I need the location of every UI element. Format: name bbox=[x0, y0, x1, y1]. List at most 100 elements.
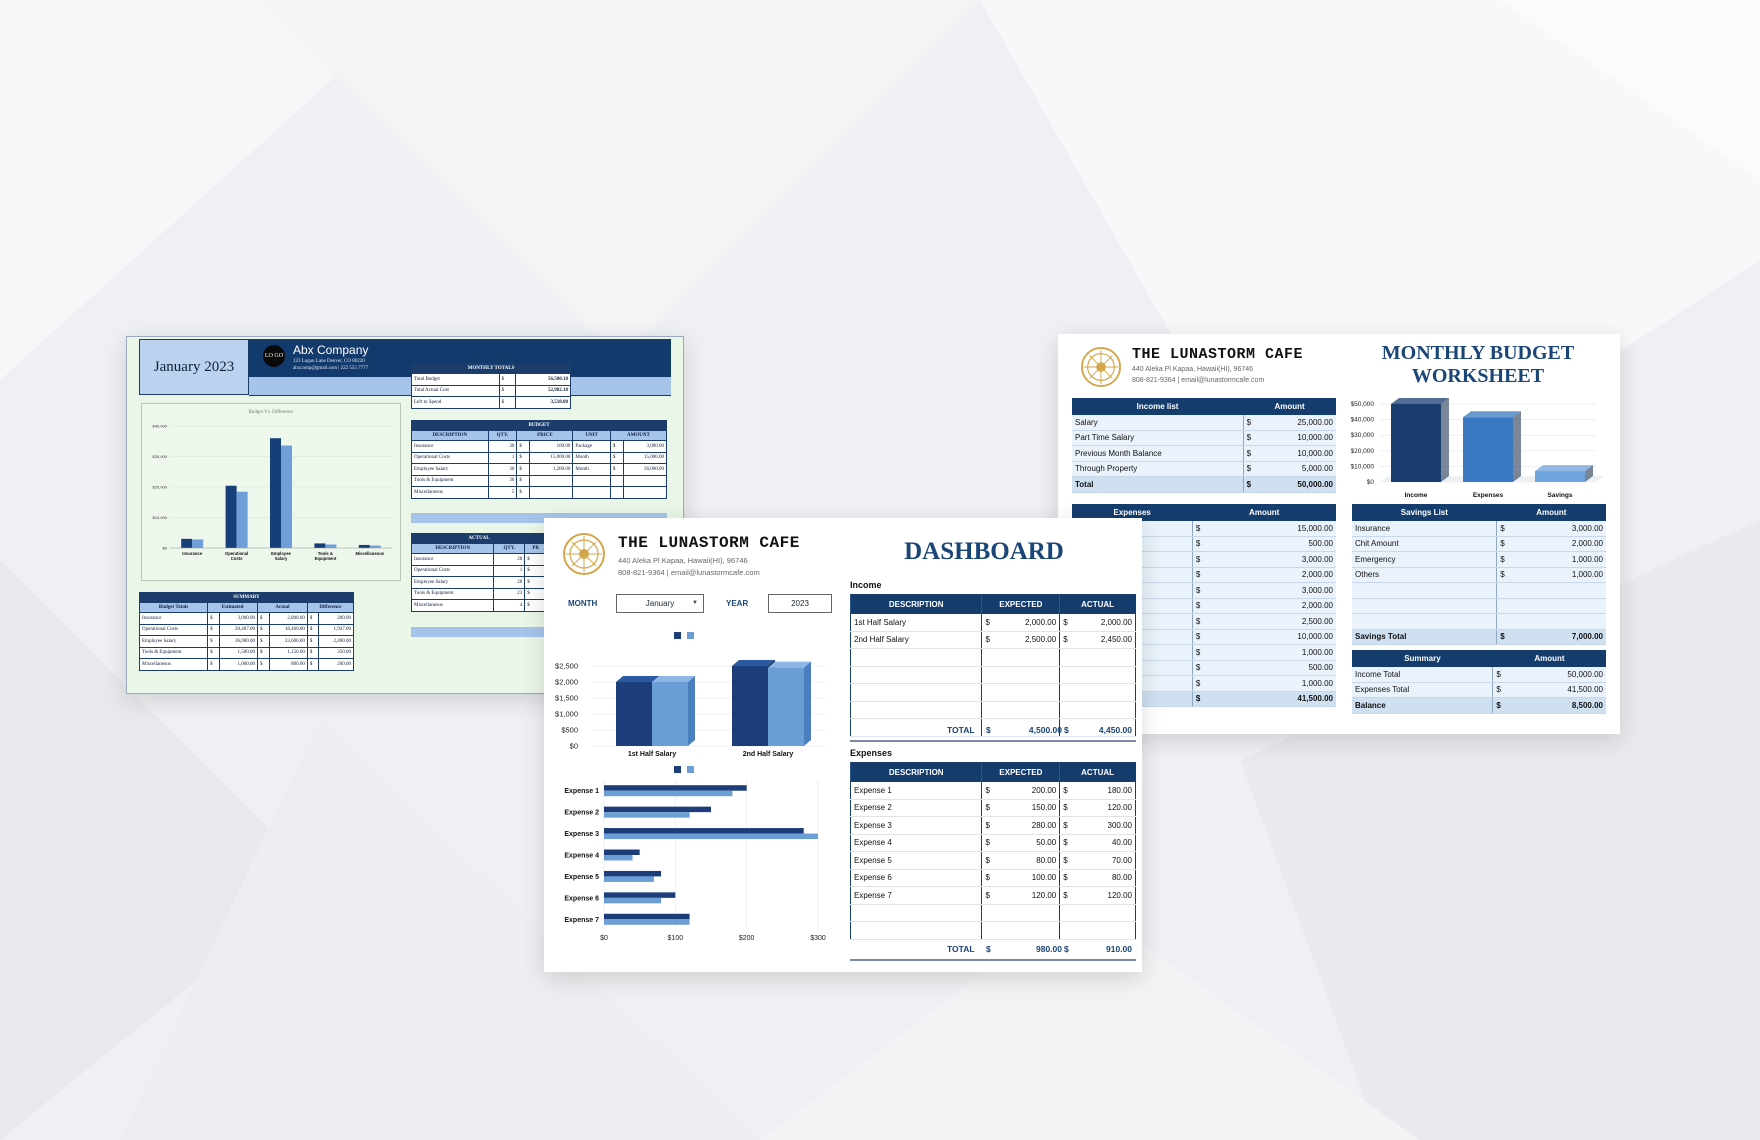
total-amount: 41,500.00 bbox=[1208, 691, 1336, 707]
table-cell bbox=[622, 486, 668, 499]
table-row: Employee Salary $36,000.00 $33,600.00 $2,40… bbox=[138, 635, 354, 648]
table-row: Operational Costs 1 $15,000.00 Month $15,000… bbox=[411, 451, 668, 464]
budget-rows: Insurance 30 $100.00 Package $3,000.00 Operat… bbox=[411, 440, 668, 499]
expenses-amount-header: Amount bbox=[1192, 504, 1336, 521]
table-cell: 20,407.00 bbox=[218, 623, 259, 636]
empty-cell bbox=[993, 648, 1060, 667]
expenses-rows: Expense 1 $200.00 $180.00 Expense 2 $150.00 $… bbox=[850, 782, 1136, 940]
table-cell: Tools & Equipment bbox=[410, 587, 495, 600]
table-cell bbox=[622, 474, 668, 487]
expenses-total-expected: 980.00 bbox=[1036, 944, 1062, 954]
y-tick-label: Expense 5 bbox=[564, 874, 599, 881]
table-cell: Employee Salary bbox=[411, 463, 489, 476]
table-row: Operational Costs 1 $ bbox=[410, 564, 547, 577]
x-tick-label: $100 bbox=[668, 935, 684, 942]
table-row: Chit Amount $2,000.00 bbox=[1352, 536, 1606, 552]
bar-side bbox=[1513, 411, 1521, 482]
row-amount: 5,000.00 bbox=[1259, 461, 1336, 477]
row-currency: $ bbox=[1191, 536, 1209, 552]
row-actual: 70.00 bbox=[1071, 851, 1136, 870]
row-expected: 2,500.00 bbox=[993, 631, 1060, 649]
cafe-address: 440 Aleka Pl Kapaa, Hawaii(HI), 96746 bbox=[1132, 366, 1254, 373]
row-currency: $ bbox=[1492, 682, 1510, 698]
bar bbox=[604, 855, 633, 861]
expenses-total-actual: 910.00 bbox=[1106, 944, 1132, 954]
table-row: 2nd Half Salary $2,500.00 $2,450.00 bbox=[850, 631, 1136, 649]
expense-chart: $0 $100 $200 $300 Expense 1 Expense 2 Expense … bbox=[564, 766, 826, 942]
y-tick-label: $30,000 bbox=[153, 454, 168, 459]
row-currency: $ bbox=[1191, 644, 1209, 661]
bar bbox=[604, 897, 662, 904]
bar bbox=[604, 833, 818, 840]
empty-cell bbox=[1071, 666, 1136, 684]
bar bbox=[604, 849, 640, 855]
table-row: Tools & Equipment $1,500.00 $1,150.00 $350.… bbox=[138, 646, 354, 659]
row-amount: 500.00 bbox=[1208, 536, 1336, 552]
table-cell: 30 bbox=[487, 474, 518, 487]
income-total-underline bbox=[850, 740, 1136, 742]
empty-cell bbox=[1071, 718, 1136, 737]
expenses-table: DESCRIPTION EXPECTED ACTUAL Expense 1 $20… bbox=[849, 762, 1136, 940]
savings-list-header: Savings List bbox=[1352, 504, 1497, 521]
summary-header: Budget Totals bbox=[138, 602, 209, 613]
table-cell: 800.00 bbox=[268, 658, 308, 671]
summary-header: Actual bbox=[257, 602, 308, 613]
x-tick-label: Costs bbox=[231, 556, 243, 561]
month-select[interactable]: January ▼ bbox=[616, 594, 704, 613]
total-label: Savings Total bbox=[1352, 629, 1497, 645]
empty-cell bbox=[1513, 598, 1606, 614]
empty-row bbox=[850, 648, 1136, 667]
table-cell: $ bbox=[306, 635, 320, 648]
table-row: Expense 2 $150.00 $120.00 bbox=[850, 799, 1136, 817]
empty-cell bbox=[1352, 598, 1497, 614]
table-cell: Total Budget bbox=[411, 373, 500, 386]
row-description: Expense 6 bbox=[850, 869, 982, 887]
row-actual-currency: $ bbox=[1059, 782, 1072, 800]
table-row: Operational Costs $20,407.00 $18,460.00 $1,… bbox=[138, 623, 354, 636]
row-amount: 2,000.00 bbox=[1208, 598, 1336, 614]
summary-header: Summary bbox=[1352, 650, 1493, 667]
empty-cell bbox=[993, 921, 1060, 940]
x-tick-label: Tools & bbox=[318, 551, 333, 556]
empty-cell bbox=[1513, 582, 1606, 599]
empty-cell bbox=[1059, 666, 1072, 684]
row-actual-currency: $ bbox=[1059, 834, 1072, 852]
table-cell: $ bbox=[207, 646, 220, 659]
cafe-contact: 808-821-9364 | email@lunastormcafe.com bbox=[1132, 377, 1265, 384]
table-cell: 15,000.00 bbox=[622, 451, 668, 464]
y-tick-label: $0 bbox=[1367, 479, 1375, 486]
x-tick-label: Employee bbox=[271, 551, 291, 556]
table-row: Total Budget $56,500.18 bbox=[411, 373, 571, 386]
bar bbox=[314, 543, 326, 548]
table-cell: Miscellaneous bbox=[411, 486, 489, 499]
cafe-address: 440 Aleka Pl Kapaa, Hawaii(HI), 96746 bbox=[618, 556, 748, 565]
monthly-totals-rows: Total Budget $56,500.18 Total Actual Cost $… bbox=[411, 373, 571, 409]
bar-side bbox=[804, 661, 811, 746]
bar bbox=[1463, 417, 1513, 482]
row-description: Expense 2 bbox=[850, 799, 982, 817]
income-total-actual: 4,450.00 bbox=[1098, 725, 1132, 735]
table-cell: 4 bbox=[493, 599, 526, 612]
empty-cell bbox=[1059, 648, 1072, 667]
x-tick-label: Salary bbox=[275, 556, 288, 561]
x-tick-label: 2nd Half Salary bbox=[743, 751, 794, 758]
bar bbox=[1535, 471, 1585, 482]
year-input[interactable]: 2023 bbox=[768, 594, 832, 613]
income-table: DESCRIPTION EXPECTED ACTUAL 1st Half Sal… bbox=[849, 594, 1136, 737]
empty-cell bbox=[981, 718, 994, 737]
bar-side bbox=[1585, 465, 1593, 482]
bar-side bbox=[688, 676, 695, 746]
table-cell: 33,600.00 bbox=[268, 635, 308, 648]
row-actual: 2,450.00 bbox=[1071, 631, 1136, 649]
expenses-total-actual-currency: $ bbox=[1064, 944, 1069, 954]
empty-cell bbox=[1352, 613, 1497, 630]
table-row: Insurance 28 $ bbox=[410, 553, 547, 566]
row-currency: $ bbox=[1242, 461, 1260, 477]
table-row: Total Actual Cost $52,982.18 bbox=[411, 384, 571, 397]
table-cell: $ bbox=[516, 486, 531, 499]
budget-title: BUDGET bbox=[411, 420, 667, 431]
row-currency: $ bbox=[1496, 536, 1514, 552]
total-currency: $ bbox=[1242, 476, 1260, 493]
legend-swatch bbox=[687, 766, 694, 773]
